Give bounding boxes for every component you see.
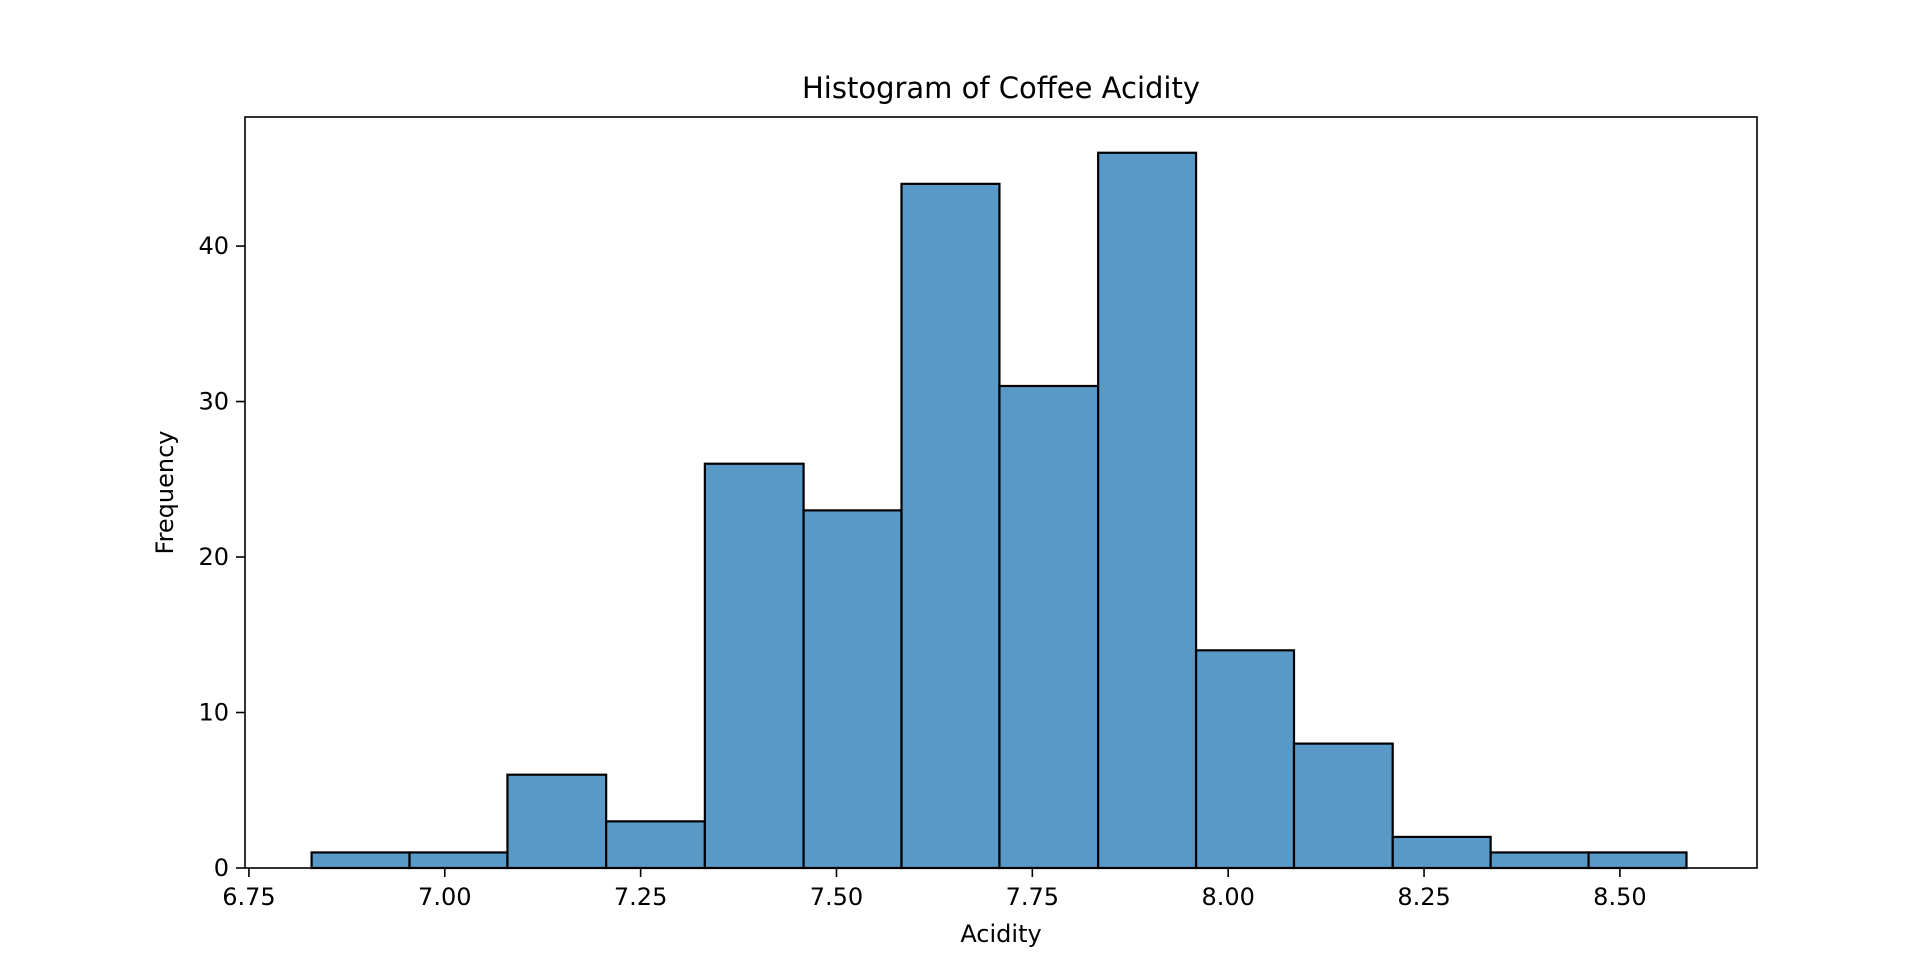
histogram-bar (408, 851, 509, 870)
x-tick-label: 7.00 (418, 883, 471, 911)
y-tick-label: 0 (214, 854, 229, 882)
histogram-bar (310, 851, 411, 870)
y-axis-label: Frequency (151, 431, 179, 555)
histogram-bar (1194, 649, 1296, 870)
chart-title: Histogram of Coffee Acidity (802, 71, 1200, 105)
x-tick-label: 7.50 (810, 883, 863, 911)
histogram-bar (703, 462, 805, 870)
x-tick-label: 7.75 (1006, 883, 1059, 911)
histogram-bar (1097, 151, 1198, 870)
x-tick-label: 8.50 (1593, 883, 1646, 911)
x-tick-label: 6.75 (222, 883, 275, 911)
y-tick-label: 20 (198, 543, 229, 571)
x-axis-label: Acidity (960, 920, 1041, 948)
y-tick-label: 40 (198, 232, 229, 260)
bars-group (310, 151, 1688, 870)
histogram-bar (802, 509, 903, 870)
x-tick-label: 8.00 (1201, 883, 1254, 911)
histogram-bar (1391, 835, 1492, 870)
x-tick-label: 7.25 (614, 883, 667, 911)
histogram-bar (506, 773, 608, 870)
x-tick-label: 8.25 (1397, 883, 1450, 911)
y-axis-ticks: 0 10 20 30 40 (198, 232, 245, 882)
histogram-bar (1587, 851, 1688, 870)
y-tick-label: 10 (198, 699, 229, 727)
histogram-bar (605, 820, 706, 870)
histogram-bar (1489, 851, 1590, 870)
plot-frame (244, 116, 1758, 869)
histogram-bar (998, 384, 1100, 870)
histogram-bar (1292, 742, 1394, 870)
histogram-bar (900, 182, 1001, 870)
x-axis-ticks: 6.75 7.00 7.25 7.50 7.75 8.00 8.25 8.50 (222, 868, 1647, 911)
y-tick-label: 30 (198, 388, 229, 416)
